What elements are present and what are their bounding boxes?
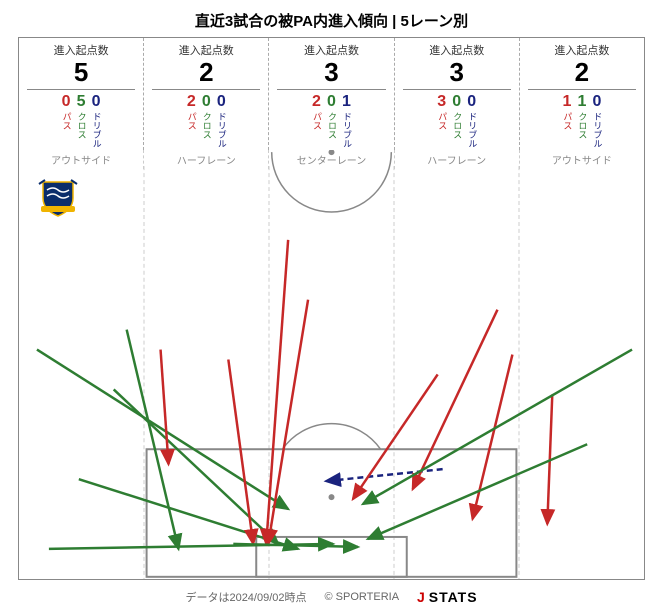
- lane-stat: 進入起点数 3 2 パス 0 クロス 1 ドリブル: [269, 38, 394, 150]
- stat-cross: 5: [77, 94, 86, 110]
- stat-total: 3: [403, 58, 511, 90]
- jstats-logo: J STATS: [417, 589, 478, 605]
- stat-pass: 2: [312, 94, 321, 110]
- stat-total: 5: [27, 58, 135, 90]
- stat-dribble-label: ドリブル: [342, 112, 351, 148]
- stat-sub-row: 2 パス 0 クロス 1 ドリブル: [269, 94, 393, 148]
- stat-label: 進入起点数: [19, 42, 143, 58]
- stat-sub-row: 2 パス 0 クロス 0 ドリブル: [144, 94, 268, 148]
- lane-stat: 進入起点数 2 1 パス 1 クロス 0 ドリブル: [520, 38, 644, 150]
- lane-stats-row: 進入起点数 5 0 パス 5 クロス 0 ドリブル 進入起点数 2 2 パス 0 クロス …: [18, 37, 645, 150]
- stat-dribble-label: ドリブル: [92, 112, 101, 148]
- stat-pass-label: パス: [187, 112, 196, 130]
- stat-label: 進入起点数: [520, 42, 644, 58]
- lane-stat: 進入起点数 3 3 パス 0 クロス 0 ドリブル: [395, 38, 520, 150]
- stat-sub-row: 1 パス 1 クロス 0 ドリブル: [520, 94, 644, 148]
- stat-total: 2: [528, 58, 636, 90]
- stat-pass-label: パス: [437, 112, 446, 130]
- stat-dribble-label: ドリブル: [217, 112, 226, 148]
- stat-label: 進入起点数: [395, 42, 519, 58]
- footer-data-note: データは2024/09/02時点: [185, 589, 306, 605]
- pitch-area: アウトサイドハーフレーンセンターレーンハーフレーンアウトサイド: [18, 150, 645, 580]
- stat-cross-label: クロス: [202, 112, 211, 139]
- stat-cross: 0: [327, 94, 336, 110]
- lane-stat: 進入起点数 2 2 パス 0 クロス 0 ドリブル: [144, 38, 269, 150]
- stat-pass: 3: [437, 94, 446, 110]
- stat-total: 2: [152, 58, 260, 90]
- stat-cross: 1: [577, 94, 586, 110]
- stat-pass-label: パス: [562, 112, 571, 130]
- stat-dribble: 0: [467, 94, 476, 110]
- chart-title: 直近3試合の被PA内進入傾向 | 5レーン別: [0, 0, 663, 37]
- stat-pass: 2: [187, 94, 196, 110]
- stat-sub-row: 3 パス 0 クロス 0 ドリブル: [395, 94, 519, 148]
- stat-pass-label: パス: [312, 112, 321, 130]
- team-logo: [33, 178, 83, 218]
- stat-dribble: 0: [592, 94, 601, 110]
- stat-cross-label: クロス: [577, 112, 586, 139]
- stat-pass: 0: [62, 94, 71, 110]
- stat-dribble: 0: [217, 94, 226, 110]
- chart-container: 直近3試合の被PA内進入傾向 | 5レーン別 進入起点数 5 0 パス 5 クロス …: [0, 0, 663, 611]
- stat-dribble-label: ドリブル: [467, 112, 476, 148]
- stat-dribble: 1: [342, 94, 351, 110]
- stat-cross-label: クロス: [452, 112, 461, 139]
- stat-cross: 0: [452, 94, 461, 110]
- lane-stat: 進入起点数 5 0 パス 5 クロス 0 ドリブル: [19, 38, 144, 150]
- stat-total: 3: [277, 58, 385, 90]
- stat-label: 進入起点数: [144, 42, 268, 58]
- stat-pass: 1: [562, 94, 571, 110]
- chart-footer: データは2024/09/02時点 © SPORTERIA J STATS: [0, 589, 663, 605]
- stat-cross-label: クロス: [327, 112, 336, 139]
- stat-label: 進入起点数: [269, 42, 393, 58]
- stat-pass-label: パス: [62, 112, 71, 130]
- stat-dribble-label: ドリブル: [592, 112, 601, 148]
- footer-copyright: © SPORTERIA: [325, 591, 400, 603]
- pitch-svg: [19, 150, 644, 579]
- stat-cross: 0: [202, 94, 211, 110]
- stat-sub-row: 0 パス 5 クロス 0 ドリブル: [19, 94, 143, 148]
- stat-cross-label: クロス: [77, 112, 86, 139]
- stat-dribble: 0: [92, 94, 101, 110]
